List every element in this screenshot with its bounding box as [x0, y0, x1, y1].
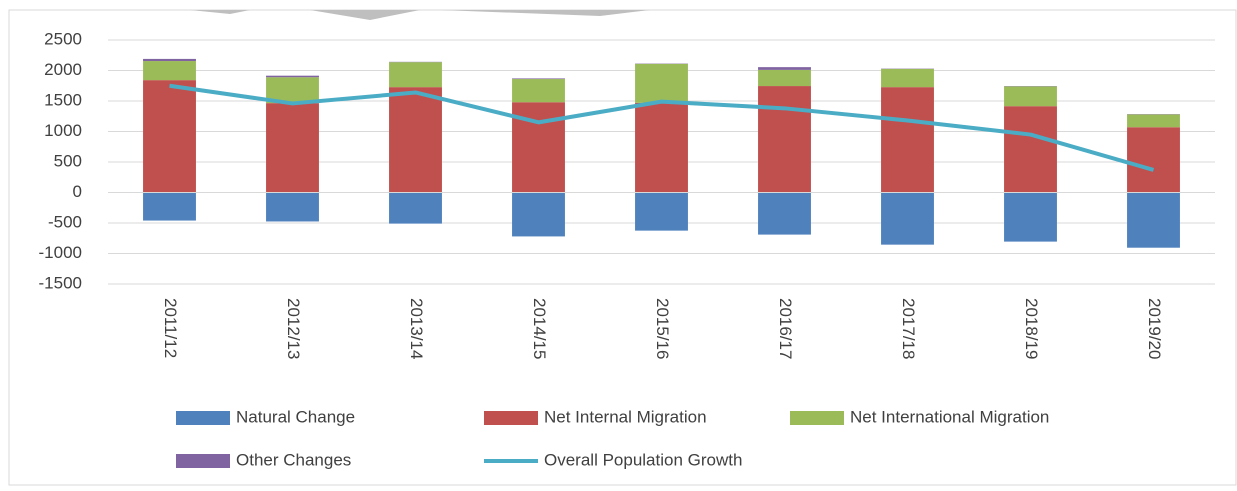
y-tick-label: -1000	[39, 243, 82, 262]
x-tick-label: 2019/20	[1145, 298, 1164, 359]
x-tick-label: 2017/18	[899, 298, 918, 359]
bar-segment	[1004, 106, 1057, 192]
bar-segment	[635, 103, 688, 193]
x-tick-label: 2014/15	[530, 298, 549, 359]
x-tick-label: 2011/12	[161, 298, 180, 358]
legend-label: Other Changes	[236, 450, 351, 469]
x-tick-label: 2016/17	[776, 298, 795, 359]
bar-segment	[512, 193, 565, 237]
legend-label: Net International Migration	[850, 407, 1049, 426]
bar-segment	[512, 78, 565, 79]
bar-segment	[881, 69, 934, 87]
legend-swatch	[790, 411, 844, 425]
bar-segment	[881, 193, 934, 245]
bar-segment	[389, 62, 442, 87]
decoration	[440, 10, 650, 16]
bar-segment	[143, 61, 196, 80]
bar-segment	[1127, 114, 1180, 127]
bar-segment	[635, 64, 688, 103]
bar-segment	[266, 76, 319, 78]
bar-segment	[1127, 127, 1180, 192]
decoration	[310, 10, 420, 20]
legend-label: Overall Population Growth	[544, 450, 742, 469]
x-tick-label: 2012/13	[284, 298, 303, 359]
bar-segment	[881, 87, 934, 192]
bar-segment	[143, 193, 196, 221]
bar-segment	[512, 79, 565, 102]
bar-segment	[758, 67, 811, 70]
legend-swatch	[176, 411, 230, 425]
y-tick-label: 2500	[44, 29, 82, 48]
bar-segment	[758, 70, 811, 86]
bar-segment	[758, 193, 811, 235]
x-tick-label: 2013/14	[407, 298, 426, 359]
y-tick-label: 1000	[44, 121, 82, 140]
y-tick-label: 2000	[44, 60, 82, 79]
y-tick-label: 0	[73, 182, 82, 201]
x-tick-label: 2018/19	[1022, 298, 1041, 359]
bar-segment	[1127, 193, 1180, 248]
legend-swatch	[176, 454, 230, 468]
bar-segment	[389, 193, 442, 224]
y-tick-label: -500	[48, 212, 82, 231]
legend-label: Natural Change	[236, 407, 355, 426]
bar-segment	[266, 103, 319, 192]
legend-swatch	[484, 411, 538, 425]
bar-segment	[143, 80, 196, 192]
y-tick-label: 1500	[44, 90, 82, 109]
legend-label: Net Internal Migration	[544, 407, 707, 426]
bar-segment	[266, 193, 319, 222]
bar-segment	[143, 59, 196, 61]
y-tick-label: -1500	[39, 273, 82, 292]
bar-segment	[758, 86, 811, 192]
bar-segment	[1004, 86, 1057, 106]
x-tick-label: 2015/16	[653, 298, 672, 359]
decoration	[190, 10, 250, 14]
bar-segment	[1004, 193, 1057, 242]
bar-segment	[635, 193, 688, 231]
bar-segment	[512, 102, 565, 192]
y-tick-label: 500	[54, 151, 82, 170]
bar-segment	[389, 87, 442, 192]
